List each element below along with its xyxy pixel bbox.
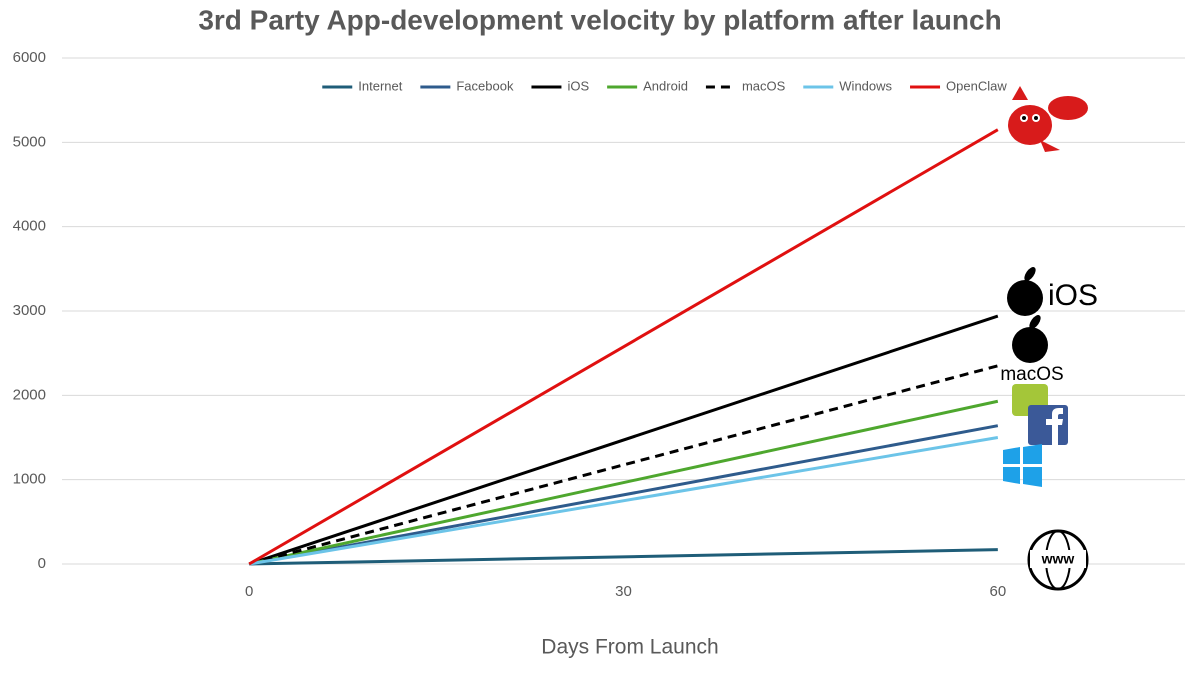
- x-tick-label: 30: [615, 583, 632, 600]
- annotation: macOS: [1000, 364, 1063, 385]
- macos-icon: macOS: [1000, 315, 1064, 385]
- y-tick-label: 2000: [13, 386, 46, 403]
- series-line: [248, 364, 999, 566]
- www-icon: www: [1027, 529, 1089, 591]
- x-axis-label: Days From Launch: [541, 636, 718, 659]
- series-line: [248, 436, 999, 566]
- y-tick-label: 5000: [13, 133, 46, 150]
- chart-title: 3rd Party App-development velocity by pl…: [198, 4, 1001, 35]
- series-line: [248, 128, 999, 566]
- annotation: www: [1041, 551, 1075, 567]
- openclaw-icon: [1008, 86, 1088, 152]
- series-line: [248, 314, 999, 566]
- x-tick-label: 0: [245, 583, 253, 600]
- legend-label: macOS: [742, 78, 786, 93]
- legend-label: iOS: [567, 78, 589, 93]
- annotation: iOS: [1048, 279, 1098, 312]
- legend-label: Internet: [358, 78, 402, 93]
- y-tick-label: 4000: [13, 218, 46, 235]
- y-tick-label: 1000: [13, 471, 46, 488]
- y-tick-label: 6000: [13, 49, 46, 66]
- windows-icon: [1003, 444, 1042, 487]
- x-tick-label: 60: [989, 583, 1006, 600]
- y-tick-label: 0: [38, 555, 46, 572]
- series-line: [248, 399, 999, 566]
- series-line: [249, 548, 998, 566]
- platform-icons: iOS macOS www: [1000, 86, 1098, 591]
- series-line: [248, 424, 999, 566]
- legend-label: Facebook: [456, 78, 514, 93]
- ios-icon: iOS: [1007, 267, 1098, 316]
- legend-label: Windows: [839, 78, 892, 93]
- facebook-icon: [1028, 405, 1068, 445]
- y-tick-label: 3000: [13, 302, 46, 319]
- legend: Internet Facebook iOS Android macOS Windows Op…: [322, 78, 1007, 93]
- legend-label: OpenClaw: [946, 78, 1007, 93]
- legend-label: Android: [643, 78, 688, 93]
